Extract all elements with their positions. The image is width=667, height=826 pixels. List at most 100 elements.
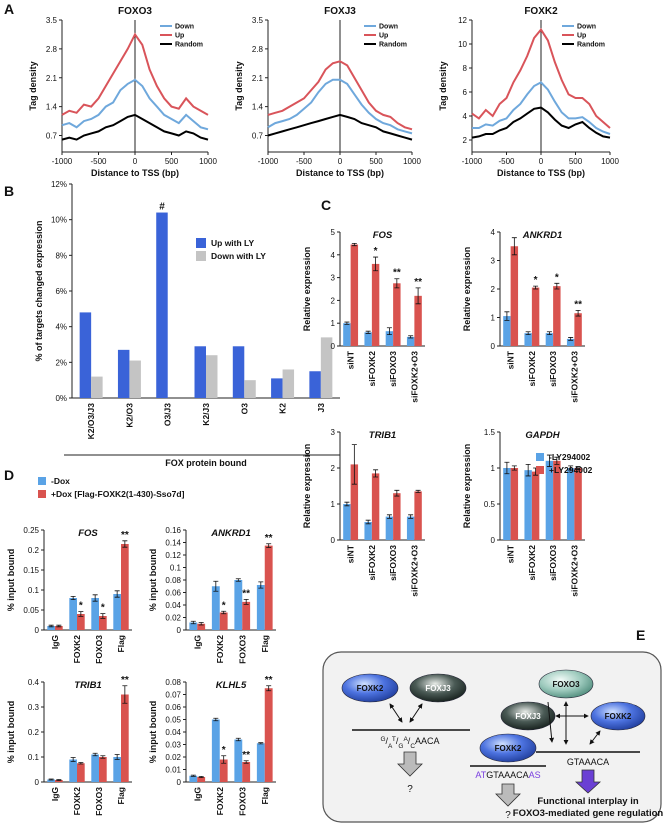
bar bbox=[77, 614, 85, 630]
bar bbox=[242, 601, 251, 630]
error-bar bbox=[568, 465, 574, 471]
y-tick-label: 0 bbox=[331, 536, 336, 545]
diagram: FOXK2 FOXJ3 G/AT/GA/CAACA ? FOXK2 ATGTAA… bbox=[322, 651, 664, 823]
y-tick-label: 2 bbox=[331, 296, 336, 305]
arrow bbox=[409, 703, 423, 723]
error-bar bbox=[48, 778, 54, 781]
motif-part: GTAAACA bbox=[486, 770, 528, 780]
y-tick-label: 10% bbox=[51, 216, 67, 225]
x-tick-label: siFOXK2 bbox=[527, 351, 537, 387]
x-tick-label: siFOXO3 bbox=[388, 545, 398, 581]
error-bar bbox=[266, 543, 272, 548]
x-tick-label: IgG bbox=[50, 787, 60, 802]
bar bbox=[206, 355, 218, 398]
bar bbox=[385, 331, 394, 346]
error-bar bbox=[415, 489, 421, 493]
error-bar bbox=[122, 540, 128, 548]
error-bar bbox=[568, 337, 574, 341]
bar bbox=[156, 212, 168, 398]
x-tick-label: 0 bbox=[338, 157, 343, 166]
y-axis-label: % input bound bbox=[148, 701, 158, 763]
significance: * bbox=[555, 272, 559, 283]
conclusion: FOXO3-mediated gene regulation bbox=[513, 808, 664, 819]
legend-label: -LY294002 bbox=[549, 452, 591, 462]
legend-swatch bbox=[196, 251, 206, 261]
bar bbox=[414, 491, 422, 540]
y-tick-label: 0.12 bbox=[165, 551, 181, 560]
bar bbox=[566, 338, 575, 346]
motif-part: C bbox=[410, 743, 415, 750]
x-tick-label: IgG bbox=[192, 787, 202, 802]
significance: * bbox=[534, 275, 538, 286]
bar bbox=[256, 585, 265, 630]
error-bar bbox=[243, 598, 249, 605]
error-bar bbox=[546, 331, 552, 335]
significance: ** bbox=[242, 588, 250, 599]
error-bar bbox=[373, 469, 379, 478]
y-tick-label: 0.04 bbox=[165, 728, 181, 737]
motif-part: / bbox=[396, 736, 399, 746]
y-tick-label: 0.1 bbox=[28, 753, 40, 762]
bar bbox=[113, 594, 121, 630]
y-tick-label: 4 bbox=[331, 251, 336, 260]
y-tick-label: 6 bbox=[463, 88, 468, 97]
panel-label: B bbox=[4, 183, 14, 199]
bar bbox=[121, 694, 129, 782]
y-tick-label: 1.4 bbox=[252, 103, 264, 112]
bar bbox=[406, 516, 415, 540]
bar bbox=[234, 739, 243, 782]
error-bar bbox=[48, 624, 54, 628]
line-series bbox=[267, 60, 413, 131]
legend-swatch bbox=[536, 466, 544, 474]
motif-part: A bbox=[388, 743, 393, 750]
error-bar bbox=[221, 755, 227, 764]
error-bar bbox=[365, 519, 371, 525]
chart-title: FOS bbox=[78, 528, 98, 539]
significance: # bbox=[159, 202, 165, 213]
y-tick-label: 0 bbox=[491, 536, 496, 545]
y-axis-label: Tag density bbox=[438, 61, 448, 110]
bar bbox=[545, 333, 554, 346]
bar bbox=[524, 470, 532, 540]
y-tick-label: 1 bbox=[331, 319, 336, 328]
x-tick-label: 1000 bbox=[199, 157, 217, 166]
y-tick-label: 0.1 bbox=[28, 586, 40, 595]
y-tick-label: 0 bbox=[177, 778, 182, 787]
x-tick-label: IgG bbox=[50, 635, 60, 650]
error-bar bbox=[92, 752, 98, 757]
significance: ** bbox=[121, 530, 129, 541]
x-tick-label: FOXK2 bbox=[215, 787, 225, 816]
y-tick-label: 1 bbox=[491, 314, 496, 323]
bar bbox=[385, 516, 394, 540]
y-tick-label: 3 bbox=[491, 257, 496, 266]
error-bar bbox=[394, 489, 400, 497]
x-axis-label: Distance to TSS (bp) bbox=[91, 168, 179, 178]
bar bbox=[197, 623, 206, 630]
y-tick-label: 4% bbox=[55, 323, 67, 332]
x-tick-label: 500 bbox=[369, 157, 383, 166]
y-tick-label: 0.04 bbox=[165, 601, 181, 610]
chart-title: KLHL5 bbox=[216, 680, 247, 691]
y-tick-label: 2 bbox=[491, 285, 496, 294]
bar bbox=[574, 313, 582, 346]
x-tick-label: 1000 bbox=[403, 157, 421, 166]
x-tick-label: siFOXO3 bbox=[548, 545, 558, 581]
error-bar bbox=[114, 590, 120, 598]
legend-swatch bbox=[196, 238, 206, 248]
x-tick-label: Flag bbox=[260, 635, 270, 652]
x-tick-label: K2/O3 bbox=[124, 403, 134, 428]
y-tick-label: 1 bbox=[331, 500, 336, 509]
motif-part: G bbox=[398, 743, 403, 750]
unknown: ? bbox=[505, 810, 511, 821]
significance: ** bbox=[242, 750, 250, 761]
bar bbox=[350, 464, 359, 540]
y-axis-label: % input bound bbox=[6, 549, 16, 611]
x-tick-label: FOXO3 bbox=[94, 635, 104, 664]
y-tick-label: 3.5 bbox=[252, 16, 264, 25]
y-axis-label: % of targets changed expression bbox=[34, 220, 44, 361]
bar bbox=[99, 757, 107, 782]
legend-label: +LY294002 bbox=[549, 465, 593, 475]
y-tick-label: 0 bbox=[491, 342, 496, 351]
bar bbox=[574, 468, 582, 540]
